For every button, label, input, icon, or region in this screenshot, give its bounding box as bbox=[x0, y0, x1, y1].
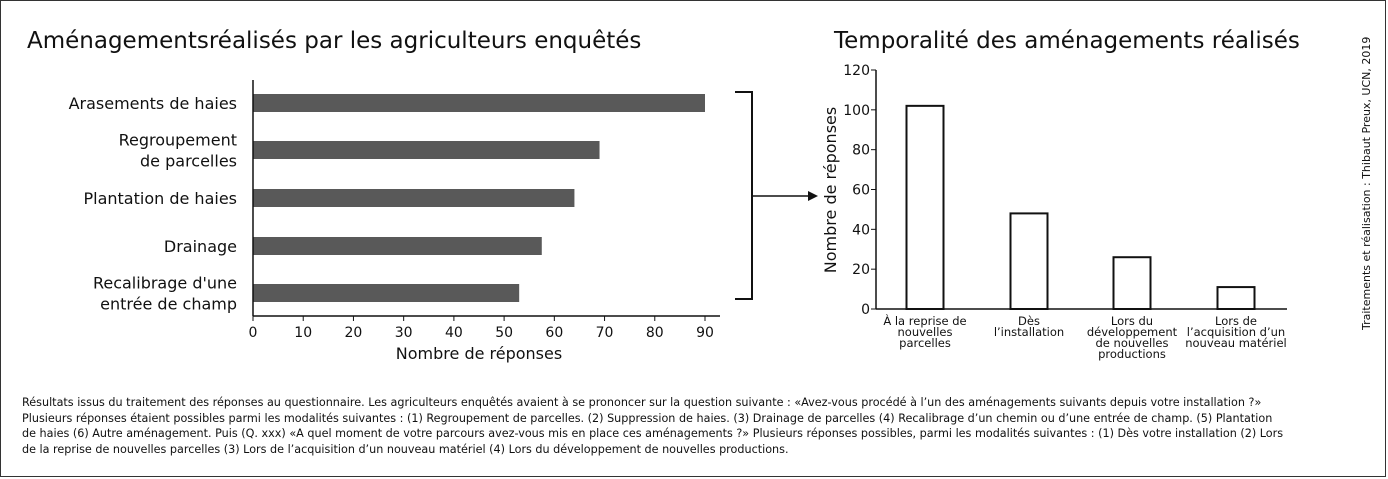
bar bbox=[1112, 256, 1152, 311]
footnote-line: de haies (6) Autre aménagement. Puis (Q.… bbox=[22, 427, 1284, 440]
bar bbox=[905, 104, 945, 310]
bar bbox=[253, 189, 575, 207]
category-label: nouveau matériel bbox=[1185, 336, 1287, 350]
category-label: parcelles bbox=[899, 336, 951, 350]
bar bbox=[253, 284, 520, 302]
y-tick-label: 120 bbox=[843, 63, 870, 79]
x-tick-label: 70 bbox=[596, 325, 614, 341]
category-label: de parcelles bbox=[140, 152, 237, 171]
y-tick-label: 0 bbox=[861, 302, 870, 318]
y-tick-label: 100 bbox=[843, 103, 870, 119]
x-tick-label: 80 bbox=[646, 325, 664, 341]
footnote-line: Plusieurs réponses étaient possibles par… bbox=[22, 411, 1273, 425]
bar bbox=[253, 94, 705, 112]
category-label: Dès bbox=[1018, 314, 1040, 328]
x-tick-label: 90 bbox=[696, 325, 714, 341]
category-label: À la reprise de bbox=[883, 313, 966, 328]
category-label: nouvelles bbox=[898, 325, 953, 339]
category-label: Lors de bbox=[1215, 314, 1257, 328]
category-label: Drainage bbox=[164, 237, 237, 256]
x-tick-label: 50 bbox=[495, 325, 513, 341]
y-tick-label: 60 bbox=[852, 183, 870, 199]
category-label: productions bbox=[1098, 347, 1166, 361]
category-label: Lors du bbox=[1111, 314, 1153, 328]
y-axis-label: Nombre de réponses bbox=[821, 107, 840, 273]
category-label: Arasements de haies bbox=[69, 94, 237, 113]
y-tick-label: 80 bbox=[852, 143, 870, 159]
left-chart-title: Aménagementsréalisés par les agriculteur… bbox=[27, 28, 641, 54]
bar bbox=[1216, 286, 1256, 311]
x-tick-label: 10 bbox=[294, 325, 312, 341]
bar bbox=[253, 141, 600, 159]
x-tick-label: 40 bbox=[445, 325, 463, 341]
bar bbox=[253, 237, 542, 255]
bracket-arrow bbox=[735, 91, 818, 300]
left-bar-chart: Arasements de haies Regroupement de parcel… bbox=[69, 80, 720, 363]
x-tick-label: 0 bbox=[249, 325, 258, 341]
y-tick-label: 20 bbox=[852, 262, 870, 278]
x-tick-label: 60 bbox=[545, 325, 563, 341]
x-tick-label: 30 bbox=[395, 325, 413, 341]
bar bbox=[1009, 212, 1049, 310]
footnote: Résultats issus du traitement des répons… bbox=[22, 395, 1362, 457]
category-label: de nouvelles bbox=[1096, 336, 1169, 350]
category-label: entrée de champ bbox=[100, 295, 237, 314]
category-label: Regroupement bbox=[119, 131, 237, 150]
footnote-line: de la reprise de nouvelles parcelles (3)… bbox=[22, 442, 789, 456]
y-tick-label: 40 bbox=[852, 222, 870, 238]
credit-text: Traitements et réalisation : Thibaut Pre… bbox=[1360, 37, 1373, 331]
x-tick-label: 20 bbox=[345, 325, 363, 341]
category-label: Recalibrage d'une bbox=[93, 274, 237, 293]
category-label: l’acquisition d’un bbox=[1187, 325, 1285, 339]
footnote-line: Résultats issus du traitement des répons… bbox=[22, 396, 1262, 409]
category-label: l’installation bbox=[994, 325, 1064, 339]
category-label: Plantation de haies bbox=[83, 189, 237, 208]
right-chart-title: Temporalité des aménagements réalisés bbox=[833, 28, 1300, 54]
category-label: développement bbox=[1087, 325, 1178, 339]
x-axis-label: Nombre de réponses bbox=[396, 344, 562, 363]
